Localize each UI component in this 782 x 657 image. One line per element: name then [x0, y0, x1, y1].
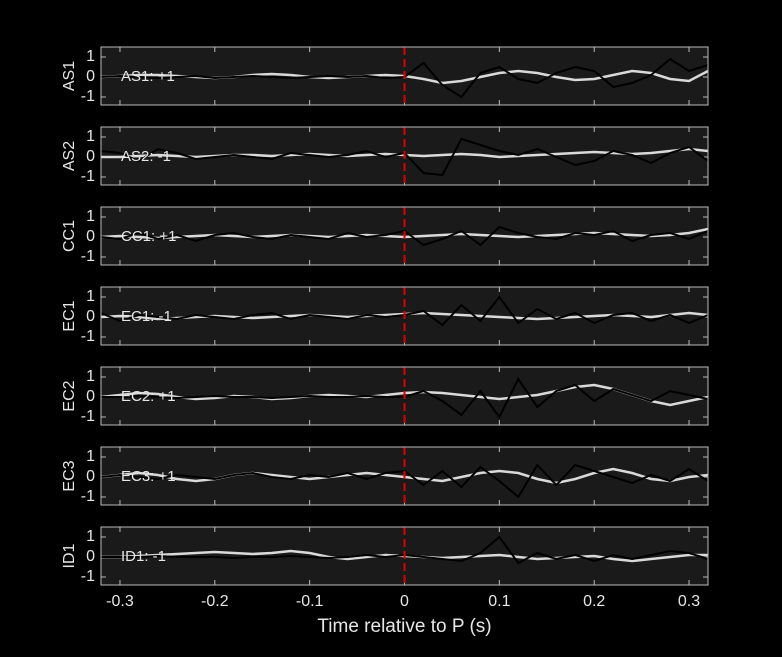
y-tick-label: -1 [81, 568, 95, 585]
y-tick-label: -1 [81, 168, 95, 185]
y-tick-label: 0 [86, 548, 95, 565]
x-axis-label: Time relative to P (s) [317, 616, 491, 637]
y-axis-label: AS1 [61, 61, 78, 91]
x-tick-label: -0.3 [106, 593, 134, 610]
y-tick-label: 0 [86, 228, 95, 245]
x-tick-label: 0.1 [488, 593, 510, 610]
x-tick-label: 0 [400, 593, 409, 610]
plot-frame [100, 286, 709, 346]
y-tick-label: 0 [86, 148, 95, 165]
y-axis-label: AS2 [61, 141, 78, 171]
annotation: EC2: +1 [121, 388, 176, 405]
y-axis-label: ID1 [61, 543, 78, 568]
y-tick-label: 0 [86, 308, 95, 325]
annotation: EC3: +1 [121, 468, 176, 485]
y-tick-label: -1 [81, 408, 95, 425]
y-tick-label: 0 [86, 68, 95, 85]
y-tick-label: 1 [86, 448, 95, 465]
y-tick-label: 1 [86, 48, 95, 65]
y-tick-label: 1 [86, 528, 95, 545]
plot-frame [100, 206, 709, 266]
y-tick-label: 0 [86, 388, 95, 405]
annotation: EC1: -1 [121, 308, 172, 325]
y-tick-label: 1 [86, 288, 95, 305]
annotation: AS1: +1 [121, 68, 175, 85]
y-axis-label: EC1 [61, 300, 78, 331]
annotation: ID1: -1 [121, 548, 166, 565]
y-tick-label: 0 [86, 468, 95, 485]
x-tick-label: 0.3 [678, 593, 700, 610]
x-tick-label: -0.1 [296, 593, 324, 610]
y-tick-label: -1 [81, 248, 95, 265]
annotation: AS2: -1 [121, 148, 171, 165]
plot-frame [100, 366, 709, 426]
y-tick-label: 1 [86, 128, 95, 145]
y-tick-label: -1 [81, 488, 95, 505]
plot-frame [100, 46, 709, 106]
y-axis-label: EC2 [61, 380, 78, 411]
plot-frame [100, 446, 709, 506]
plot-frame [100, 126, 709, 186]
x-tick-label: -0.2 [201, 593, 229, 610]
y-tick-label: -1 [81, 328, 95, 345]
y-tick-label: 1 [86, 368, 95, 385]
x-tick-label: 0.2 [583, 593, 605, 610]
plot-frame [100, 526, 709, 586]
y-tick-label: -1 [81, 88, 95, 105]
y-tick-label: 1 [86, 208, 95, 225]
annotation: CC1: +1 [121, 228, 176, 245]
y-axis-label: CC1 [61, 220, 78, 252]
y-axis-label: EC3 [61, 460, 78, 491]
